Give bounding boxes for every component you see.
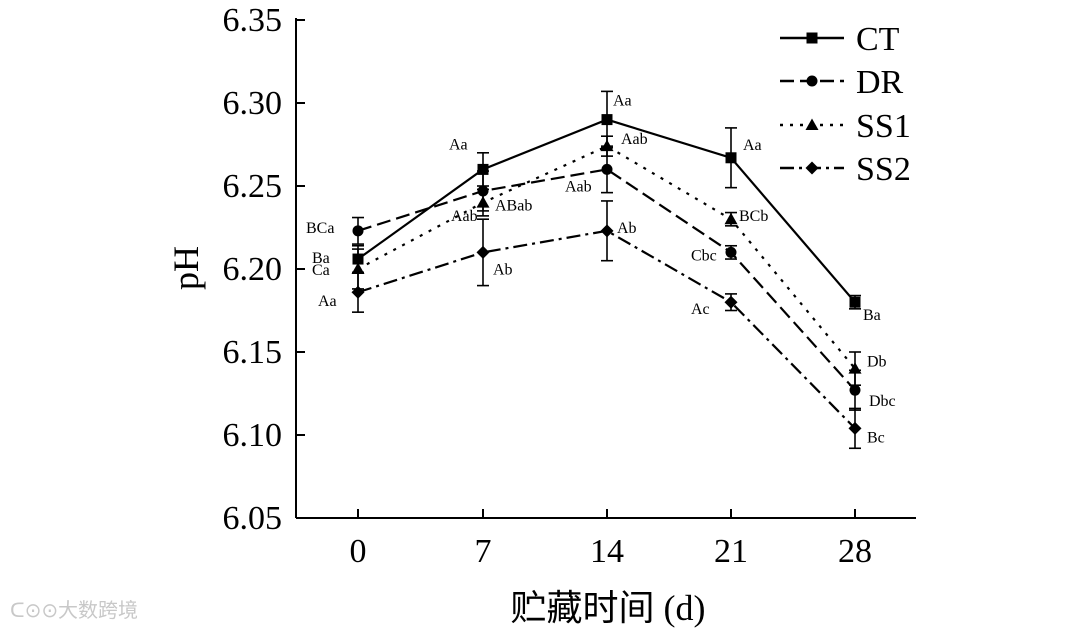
data-point <box>352 225 364 237</box>
x-tick-label: 14 <box>590 533 624 570</box>
data-point <box>724 212 738 225</box>
legend-marker <box>805 118 819 130</box>
data-point <box>476 196 490 208</box>
y-tick-label: 6.30 <box>223 85 283 122</box>
legend-item-ss1: SS1 <box>780 108 911 145</box>
significance-label: Aab <box>451 208 478 225</box>
significance-label: Ba <box>312 250 330 267</box>
legend-label: DR <box>856 64 904 101</box>
y-tick-label: 6.10 <box>223 417 283 454</box>
watermark-text: 大数跨境 <box>58 598 138 622</box>
legend-marker <box>805 161 819 175</box>
significance-label: Cbc <box>691 247 717 264</box>
significance-label: Dbc <box>869 393 896 410</box>
legend-item-ss2: SS2 <box>780 151 911 188</box>
y-axis-title: pH <box>166 246 206 290</box>
significance-label: ABab <box>495 198 532 215</box>
y-tick-label: 6.25 <box>223 168 283 205</box>
legend-item-ct: CT <box>780 21 900 58</box>
legend: CT DR SS1 SS2 <box>780 21 911 188</box>
significance-label: Ab <box>493 261 513 278</box>
data-point <box>725 246 737 258</box>
significance-label: BCb <box>739 208 768 225</box>
series-layer: BaAaAaAaBaBCaAabAabCbcDbcCaABabAabBCbDbA… <box>306 90 896 450</box>
legend-label: SS2 <box>856 151 911 188</box>
significance-label: BCa <box>306 220 334 237</box>
x-axis-title: 贮藏时间 (d) <box>511 588 706 628</box>
significance-label: Ca <box>312 262 330 279</box>
y-tick-label: 6.15 <box>223 334 283 371</box>
y-tick-label: 6.35 <box>223 2 283 39</box>
data-point <box>848 421 862 435</box>
data-point <box>601 114 613 126</box>
y-tick-label: 6.20 <box>223 251 283 288</box>
significance-label: Aa <box>613 93 632 110</box>
series-ss2: Aa Ab Ab Ac Bc <box>318 200 885 450</box>
axes: 6.05 6.10 6.15 6.20 6.25 6.30 6.35 0 7 14 21 28 <box>223 2 916 570</box>
significance-label: Aa <box>318 293 337 310</box>
legend-marker <box>806 32 818 44</box>
data-point <box>849 384 861 396</box>
significance-label: Aab <box>621 131 648 148</box>
legend-label: CT <box>856 21 900 58</box>
data-point <box>351 262 365 274</box>
data-point <box>351 285 365 299</box>
series-line <box>357 168 856 391</box>
series-ss1: Ca ABab Aab BCb Db <box>312 131 887 387</box>
data-point <box>476 245 490 259</box>
data-point <box>848 362 862 374</box>
series-ct: Ba Aa Aa Aa Ba <box>312 90 881 324</box>
x-tick-label: 28 <box>838 533 872 570</box>
data-point <box>724 295 738 309</box>
x-tick-label: 21 <box>714 533 748 570</box>
data-point <box>725 152 737 164</box>
series-dr: BCa Aab Aab Cbc Dbc <box>306 145 896 411</box>
data-point <box>601 163 613 175</box>
y-tick-label: 6.05 <box>223 500 283 537</box>
significance-label: Aa <box>449 136 468 153</box>
data-point <box>600 139 614 152</box>
data-point <box>600 224 614 238</box>
data-point <box>849 296 861 308</box>
significance-label: Bc <box>867 429 885 446</box>
x-tick-label: 7 <box>475 533 492 570</box>
data-point <box>477 163 489 175</box>
series-line <box>357 229 856 430</box>
x-tick-label: 0 <box>350 533 367 570</box>
significance-label: Ab <box>617 220 637 237</box>
legend-marker <box>806 75 818 87</box>
watermark-logo: ᑕ⊙⊙ <box>10 598 58 622</box>
significance-label: Ba <box>863 307 881 324</box>
significance-label: Aab <box>565 178 592 195</box>
significance-label: Aa <box>743 137 762 154</box>
significance-label: Db <box>867 354 887 371</box>
legend-item-dr: DR <box>780 64 904 101</box>
significance-label: Ac <box>691 301 710 318</box>
watermark: ᑕ⊙⊙ 大数跨境 <box>10 598 138 622</box>
legend-label: SS1 <box>856 108 911 145</box>
